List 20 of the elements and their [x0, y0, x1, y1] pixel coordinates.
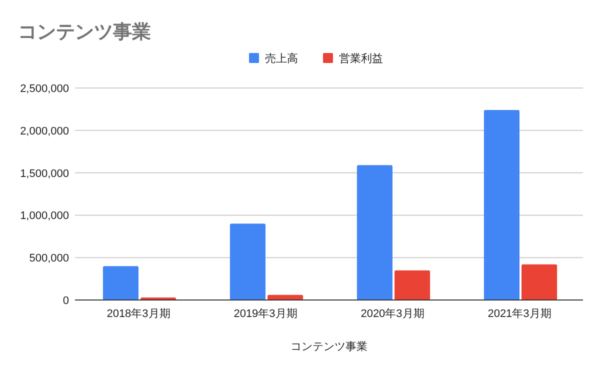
legend-label: 売上高 [265, 52, 298, 65]
legend-label: 営業利益 [339, 52, 383, 65]
y-tick-label: 2,500,000 [20, 83, 69, 95]
bar [522, 264, 558, 300]
bar [230, 224, 266, 300]
bar [102, 266, 138, 300]
x-tick-label: 2020年3月期 [360, 308, 424, 320]
y-tick-label: 1,500,000 [20, 168, 69, 180]
bar [394, 270, 430, 300]
bar [484, 110, 520, 300]
bar [356, 165, 392, 300]
y-tick-label: 2,000,000 [20, 125, 69, 138]
x-tick-label: 2018年3月期 [106, 308, 170, 320]
x-axis-title: コンテンツ事業 [290, 340, 368, 353]
x-tick-label: 2019年3月期 [234, 308, 298, 320]
y-tick-label: 1,000,000 [20, 210, 69, 222]
chart-title: コンテンツ事業 [18, 21, 151, 43]
y-tick-label: 0 [62, 295, 69, 307]
x-tick-label: 2021年3月期 [488, 308, 552, 320]
y-tick-label: 500,000 [29, 252, 69, 265]
